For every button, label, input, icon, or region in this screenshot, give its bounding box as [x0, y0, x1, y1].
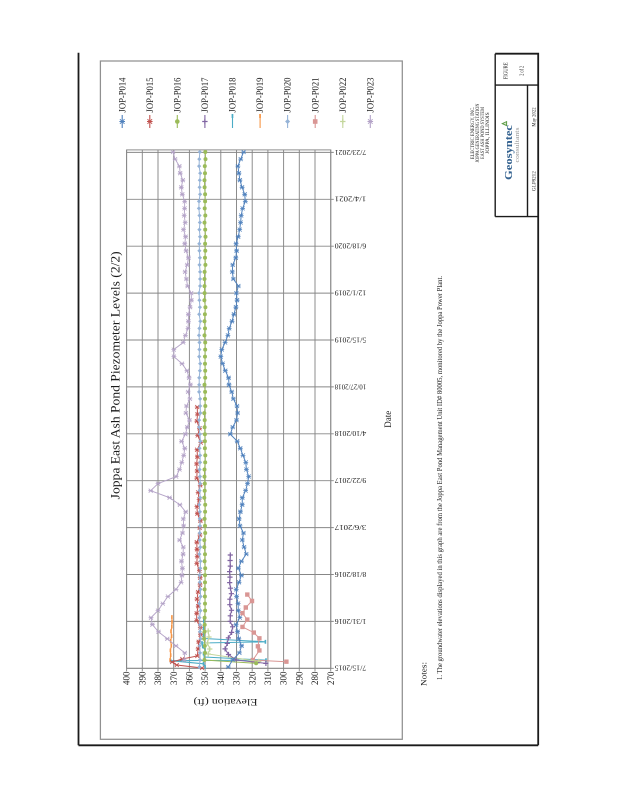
svg-text:JOP-P022: JOP-P022	[339, 77, 349, 112]
svg-text:Date: Date	[383, 411, 393, 428]
svg-text:6/18/2020: 6/18/2020	[335, 242, 367, 251]
svg-text:10/27/2018: 10/27/2018	[335, 382, 367, 391]
svg-text:4/10/2018: 4/10/2018	[335, 429, 367, 438]
svg-text:May 2022: May 2022	[532, 107, 538, 126]
svg-text:360: 360	[185, 671, 195, 685]
svg-text:FIGURE: FIGURE	[504, 62, 510, 79]
svg-text:1/31/2016: 1/31/2016	[335, 617, 367, 626]
svg-text:330: 330	[232, 671, 242, 685]
svg-text:390: 390	[137, 671, 147, 685]
svg-text:1/4/2021: 1/4/2021	[335, 195, 367, 204]
svg-text:JOP-P021: JOP-P021	[311, 77, 321, 112]
svg-text:JOP-P015: JOP-P015	[146, 77, 156, 112]
svg-text:1. The groundwater elevations: 1. The groundwater elevations displayed …	[435, 276, 444, 680]
svg-text:2 of 2: 2 of 2	[519, 66, 526, 76]
svg-text:Joppa East Ash Pond Piezometer: Joppa East Ash Pond Piezometer Levels (2…	[108, 251, 123, 499]
svg-text:JOP-P020: JOP-P020	[284, 77, 294, 112]
svg-text:320: 320	[247, 671, 257, 685]
svg-text:JOP-P023: JOP-P023	[366, 77, 376, 112]
svg-text:370: 370	[169, 671, 179, 685]
svg-text:JOP-P018: JOP-P018	[229, 77, 239, 112]
svg-text:JOP-P014: JOP-P014	[118, 77, 128, 112]
svg-text:7/15/2015: 7/15/2015	[335, 664, 367, 673]
svg-text:350: 350	[200, 671, 210, 685]
svg-text:400: 400	[122, 671, 132, 685]
svg-text:consultants: consultants	[515, 127, 521, 163]
svg-text:5/15/2019: 5/15/2019	[335, 335, 367, 344]
svg-text:290: 290	[294, 671, 304, 685]
svg-text:ELECTRIC ENERGY, INC.: ELECTRIC ENERGY, INC.	[471, 107, 476, 160]
svg-text:8/18/2016: 8/18/2016	[335, 570, 367, 579]
svg-text:JOP-P017: JOP-P017	[201, 77, 211, 112]
svg-text:JOP-P016: JOP-P016	[173, 77, 183, 112]
svg-text:280: 280	[310, 671, 320, 685]
svg-text:JOP-P019: JOP-P019	[256, 77, 266, 112]
svg-text:3/6/2017: 3/6/2017	[335, 523, 367, 532]
svg-text:310: 310	[263, 671, 273, 685]
svg-text:7/23/2021: 7/23/2021	[335, 148, 367, 157]
svg-text:GLP8212: GLP8212	[532, 171, 538, 191]
svg-text:Geosyntec: Geosyntec	[503, 125, 515, 180]
svg-text:JOPPA GENERATING STATION: JOPPA GENERATING STATION	[476, 103, 481, 162]
svg-text:270: 270	[326, 671, 336, 685]
svg-text:12/1/2019: 12/1/2019	[335, 289, 367, 298]
svg-text:340: 340	[216, 671, 226, 685]
svg-text:Notes:: Notes:	[420, 662, 429, 686]
svg-text:Elevation (ft): Elevation (ft)	[194, 696, 258, 707]
svg-text:JOPPA, ILLINOIS: JOPPA, ILLINOIS	[486, 112, 491, 154]
svg-text:EAST ASH POND SYSTEM: EAST ASH POND SYSTEM	[481, 107, 486, 159]
svg-text:300: 300	[279, 671, 289, 685]
svg-text:380: 380	[153, 671, 163, 685]
svg-text:9/22/2017: 9/22/2017	[335, 476, 367, 485]
